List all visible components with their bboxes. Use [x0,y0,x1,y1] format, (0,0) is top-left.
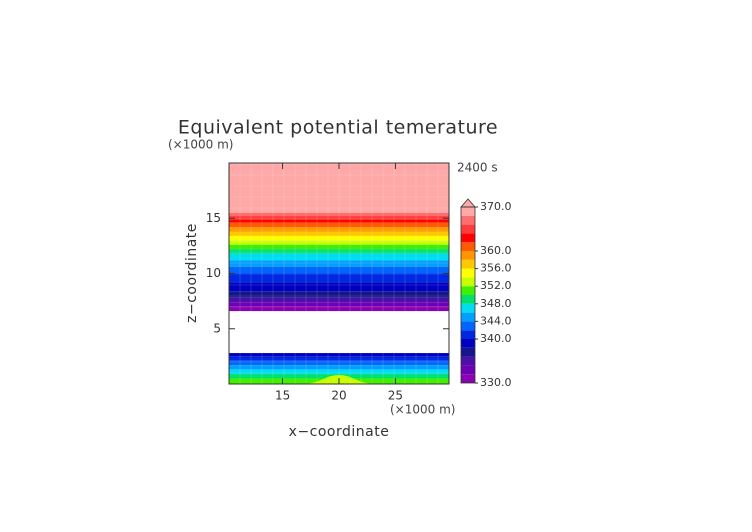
colorbar-label: 330.0 [480,376,512,389]
colorbar-segment [461,303,475,313]
y-unit: (×1000 m) [168,138,233,152]
colorbar-segment [461,233,475,243]
y-tick-label: 10 [206,266,221,280]
contour-band [229,369,449,375]
colorbar-segment [461,242,475,251]
colorbar-label: 360.0 [480,244,512,257]
contour-band [229,235,449,241]
contour-band [229,260,449,267]
colorbar-segment [461,286,475,295]
contour-band [229,240,449,245]
colorbar-segment [461,207,475,216]
colorbar-label: 348.0 [480,297,512,310]
x-unit: (×1000 m) [390,403,455,417]
colorbar-segment [461,356,475,366]
y-tick-label: 15 [206,211,221,225]
x-tick-label: 25 [388,389,403,403]
colorbar-segment [461,330,475,339]
contour-band [229,212,449,217]
x-tick-label: 20 [331,389,346,403]
colorbar-label: 370.0 [480,200,512,213]
contour-band [229,353,449,357]
colorbar-segment [461,347,475,357]
contour-band [229,302,449,307]
time-label: 2400 s [457,161,498,175]
colorbar-segment [461,374,475,383]
y-tick-label: 5 [213,321,221,335]
colorbar-segment [461,224,475,234]
colorbar-segment [461,251,475,260]
contour-band [229,356,449,361]
chart-title: Equivalent potential temerature [178,117,498,139]
colorbar-segment [461,339,475,348]
y-axis-label: z−coordinate [184,223,200,323]
colorbar-segment [461,365,475,375]
colorbar-segment [461,215,475,225]
colorbar-extend [460,198,476,208]
contour-band [229,216,449,220]
x-axis-label: x−coordinate [289,424,390,440]
colorbar-segment [461,277,475,287]
contour-band [229,253,449,261]
contour-band [229,244,449,250]
colorbar-label: 344.0 [480,314,512,327]
colorbar-segment [461,268,475,278]
contour-band [229,291,449,298]
contour-band [229,297,449,303]
x-tick-label: 15 [275,389,290,403]
contour-band [229,282,449,292]
colorbar-segment [461,295,475,304]
colorbar-segment [461,259,475,269]
contour-band [229,219,449,223]
contour-band [229,227,449,232]
colorbar-label: 340.0 [480,332,512,345]
colorbar-label: 356.0 [480,262,512,275]
contour-band [229,231,449,236]
contour-band [229,249,449,254]
contour-band [229,222,449,228]
contour-band [229,266,449,274]
contour-band [229,365,449,370]
contour-band [229,163,449,213]
colorbar-frame [460,206,476,384]
contour-band [229,360,449,366]
colorbar-segment [461,321,475,331]
colorbar-label: 352.0 [480,279,512,292]
contour-band [229,273,449,283]
colorbar-segment [461,312,475,322]
contour-band [229,306,449,312]
